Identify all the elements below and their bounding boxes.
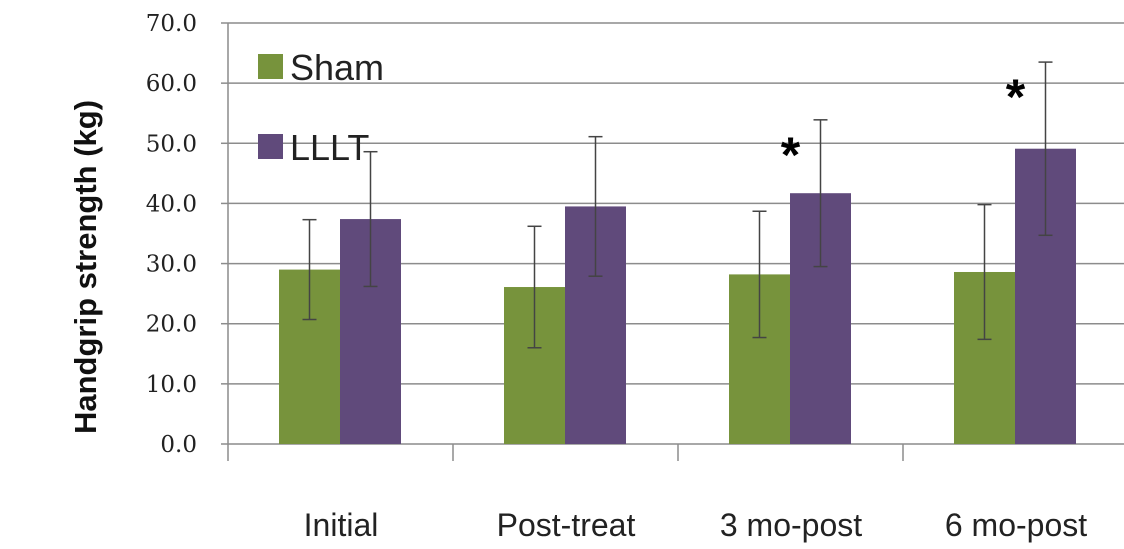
y-tick-label: 20.0 [146, 312, 197, 338]
legend-label-lllt: LLLT [290, 127, 369, 168]
y-tick-label: 60.0 [146, 71, 197, 97]
legend-swatch-lllt [258, 134, 283, 159]
legend-label-sham: Sham [290, 47, 384, 88]
y-axis-title: Handgrip strength (kg) [68, 100, 103, 434]
y-tick-label: 10.0 [146, 372, 197, 398]
y-tick-label: 30.0 [146, 252, 197, 278]
y-tick-label: 50.0 [146, 131, 197, 157]
y-tick-label: 70.0 [146, 11, 197, 37]
legend-swatch-sham [258, 54, 283, 79]
legend: Sham LLLT [258, 47, 384, 168]
x-tick-label: Post-treat [497, 507, 636, 543]
error-bars [302, 61, 1053, 349]
bars [279, 148, 1076, 444]
labels: 0.0 10.0 20.0 30.0 40.0 50.0 60.0 70.0 Initial Po… [68, 11, 1087, 543]
significance-marker: * [1006, 69, 1026, 125]
x-tick-label: 3 mo-post [720, 507, 862, 543]
x-tick-label: Initial [304, 507, 379, 543]
y-tick-label: 0.0 [160, 432, 197, 458]
x-tick-label: 6 mo-post [945, 507, 1087, 543]
y-tick-label: 40.0 [146, 191, 197, 217]
significance-marker: * [781, 127, 801, 183]
